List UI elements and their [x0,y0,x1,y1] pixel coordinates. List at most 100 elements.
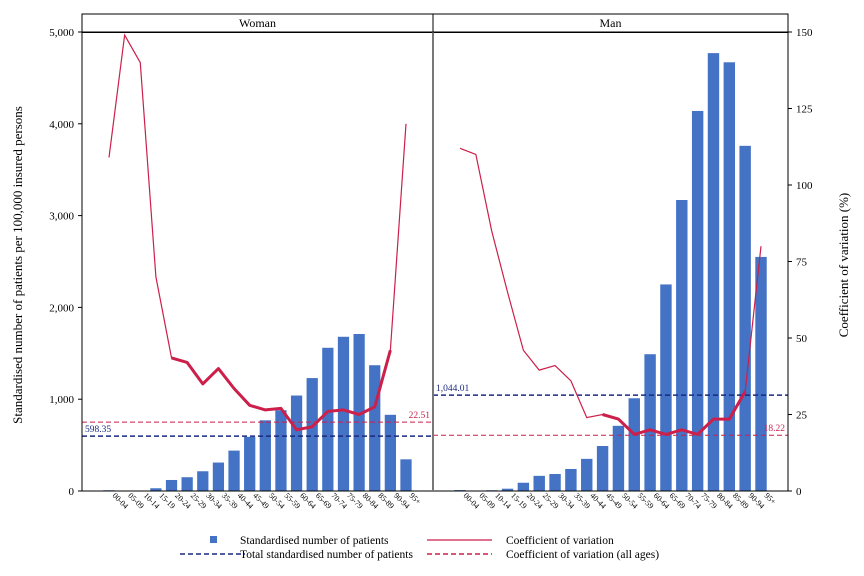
bar-man-60-64 [644,354,656,491]
legend: Standardised number of patients Coefficie… [180,535,659,561]
y2-tick-label-1: 25 [796,410,808,422]
bar-man-55-59 [628,398,640,491]
x-tick-man-75-79: 75-79 [699,491,719,511]
x-tick-man-00-04: 00-04 [462,491,482,511]
legend-label-0: Standardised number of patients [240,535,389,547]
bar-woman-95+ [400,459,412,491]
y2-tick-label-4: 100 [796,180,813,192]
x-tick-man-90-94: 90-94 [747,491,767,511]
bar-woman-40-44 [228,450,240,491]
bar-man-70-74 [676,199,688,492]
x-tick-man-85-89: 85-89 [731,491,751,511]
bar-woman-30-34 [197,471,209,491]
x-tick-woman-60-64: 60-64 [298,491,318,511]
x-tick-man-35-39: 35-39 [572,491,592,511]
cv-line-bold-man [602,390,747,436]
bar-man-30-34 [549,474,561,491]
legend-label-2: Total standardised number of patients [240,549,413,561]
x-tick-woman-50-54: 50-54 [267,491,287,511]
bar-man-65-69 [660,284,672,491]
bar-man-15-19 [501,488,514,491]
x-tick-man-40-44: 40-44 [588,491,608,511]
x-tick-woman-15-19: 15-19 [157,491,177,511]
x-tick-man-80-84: 80-84 [715,491,735,511]
y-tick-label-4: 4,000 [49,119,74,131]
bar-woman-70-74 [322,347,334,491]
bar-man-80-84 [707,53,720,492]
x-tick-man-25-29: 25-29 [541,491,561,511]
y-axis-right: 0 25 50 75 100 125 150 [788,27,813,498]
y-tick-label-0: 0 [69,486,75,498]
y-tick-label-1: 1,000 [49,394,74,406]
bar-man-75-79 [691,110,704,491]
panel-header-man [432,13,789,33]
x-tick-woman-35-39: 35-39 [220,491,240,511]
legend-marker-bars [210,536,217,543]
bar-man-95+ [755,256,767,491]
bar-man-50-54 [612,425,625,491]
bar-man-35-39 [565,468,577,491]
x-tick-woman-00-04: 00-04 [111,491,131,511]
bar-woman-35-39 [212,462,225,491]
bar-woman-55-59 [275,410,287,491]
x-tick-woman-30-34: 30-34 [204,491,224,511]
y2-tick-label-0: 0 [796,486,802,498]
y-axis-left: 0 1,000 2,000 3,000 4,000 5,000 [49,27,82,498]
reference-lines-layer: 598.35 22.51 1,044.01 18.22 [82,384,788,437]
y-tick-label-3: 3,000 [49,211,74,223]
x-tick-man-65-69: 65-69 [668,491,688,511]
x-tick-woman-40-44: 40-44 [236,491,256,511]
x-tick-man-30-34: 30-34 [557,491,577,511]
panel-title-man: Man [600,16,622,30]
x-tick-woman-55-59: 55-59 [283,491,303,511]
cv-lines-layer [108,33,762,436]
x-tick-woman-25-29: 25-29 [189,491,209,511]
x-tick-man-10-14: 10-14 [493,491,513,511]
x-tick-man-50-54: 50-54 [620,491,640,511]
x-tick-woman-80-84: 80-84 [361,491,381,511]
x-tick-woman-70-74: 70-74 [329,491,349,511]
x-tick-man-20-24: 20-24 [525,491,545,511]
bar-man-45-49 [596,446,609,491]
bar-man-40-44 [581,458,593,491]
cv-line-bold-woman [171,349,392,432]
y-axis-title-right: Coefficient of variation (%) [836,193,851,338]
bar-woman-85-89 [369,365,381,491]
total-label-man: 1,044.01 [436,384,470,394]
bar-woman-50-54 [259,420,271,491]
bar-woman-15-19 [150,488,162,491]
bar-woman-20-24 [165,479,178,491]
cv-all-label-man: 18.22 [764,424,786,434]
y2-tick-label-2: 50 [796,333,808,345]
bar-man-25-29 [533,475,545,491]
bar-man-90-94 [739,145,751,491]
y2-tick-label-5: 125 [796,104,813,116]
x-tick-woman-45-49: 45-49 [251,491,271,511]
y-axis-title-left: Standardised number of patients per 100,… [10,106,25,424]
y2-tick-label-6: 150 [796,27,813,39]
x-tick-man-45-49: 45-49 [604,491,624,511]
bar-man-20-24 [517,482,530,491]
x-tick-man-15-19: 15-19 [509,491,529,511]
x-tick-woman-90-94: 90-94 [392,491,412,511]
x-tick-woman-05-09: 05-09 [126,491,146,511]
x-tick-woman-20-24: 20-24 [173,491,193,511]
x-tick-man-60-64: 60-64 [652,491,672,511]
bar-man-85-89 [723,62,736,491]
x-tick-woman-85-89: 85-89 [376,491,396,511]
panel-title-woman: Woman [239,16,276,30]
bar-woman-90-94 [384,414,396,491]
x-axis: 00-0405-0910-1415-1920-2425-2930-3435-39… [111,491,779,511]
x-tick-woman-75-79: 75-79 [345,491,365,511]
bar-woman-80-84 [353,334,365,491]
bars-layer [103,53,767,492]
y2-tick-label-3: 75 [796,257,808,269]
bar-woman-60-64 [290,395,303,491]
panel-headers: Woman Man [81,13,789,33]
total-label-woman: 598.35 [85,425,111,435]
x-tick-woman-65-69: 65-69 [314,491,334,511]
legend-label-1: Coefficient of variation [506,535,614,547]
y-tick-label-2: 2,000 [49,302,74,314]
bar-woman-65-69 [306,378,318,491]
